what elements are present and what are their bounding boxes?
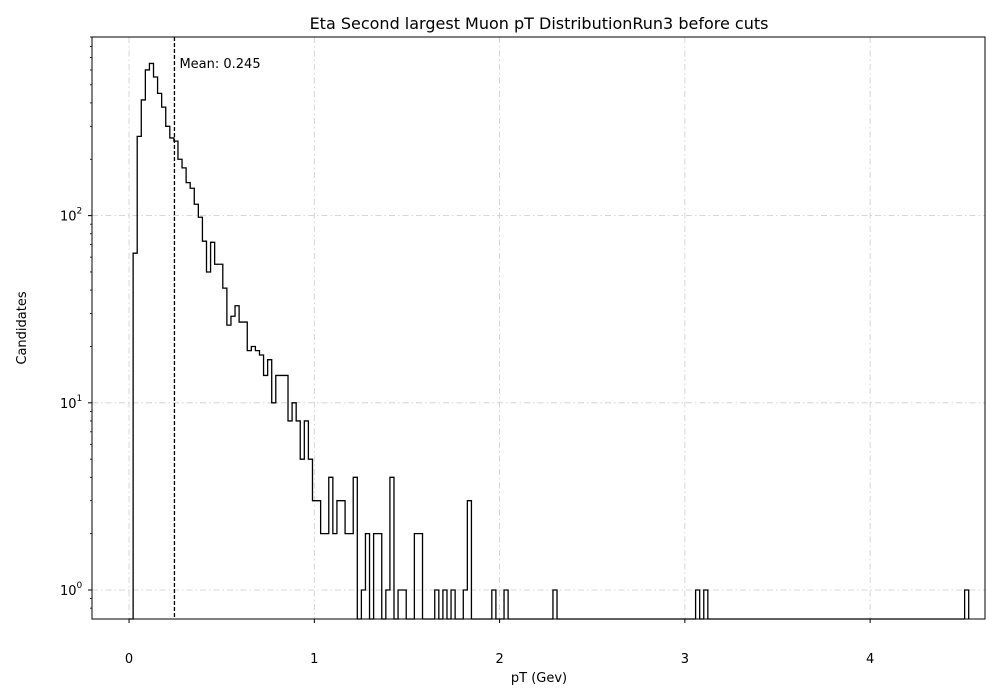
- y-tick-label: 101: [60, 394, 82, 412]
- x-axis-label: pT (Gev): [511, 671, 567, 686]
- histogram-series: [129, 62, 970, 620]
- x-tick-label: 4: [866, 652, 874, 667]
- x-tick-label: 3: [681, 652, 689, 667]
- plot-frame: [91, 36, 986, 620]
- chart-title: Eta Second largest Muon pT DistributionR…: [310, 14, 769, 33]
- y-tick-label: 100: [60, 581, 83, 599]
- mean-annotation: Mean: 0.245: [179, 57, 260, 72]
- y-axis-ticks: 100 101 102: [60, 36, 92, 609]
- x-tick-label: 2: [495, 652, 503, 667]
- x-tick-label: 1: [310, 652, 318, 667]
- x-axis-ticks: 0 1 2 3 4: [125, 619, 874, 667]
- y-tick-label: 102: [60, 207, 82, 225]
- y-axis-label: Candidates: [15, 291, 30, 364]
- x-tick-label: 0: [125, 652, 133, 667]
- grid-lines: [92, 37, 985, 619]
